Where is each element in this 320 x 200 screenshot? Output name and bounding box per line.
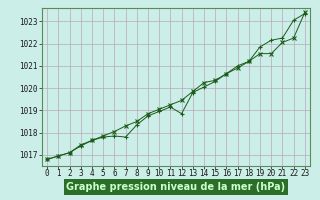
X-axis label: Graphe pression niveau de la mer (hPa): Graphe pression niveau de la mer (hPa) bbox=[67, 182, 285, 192]
